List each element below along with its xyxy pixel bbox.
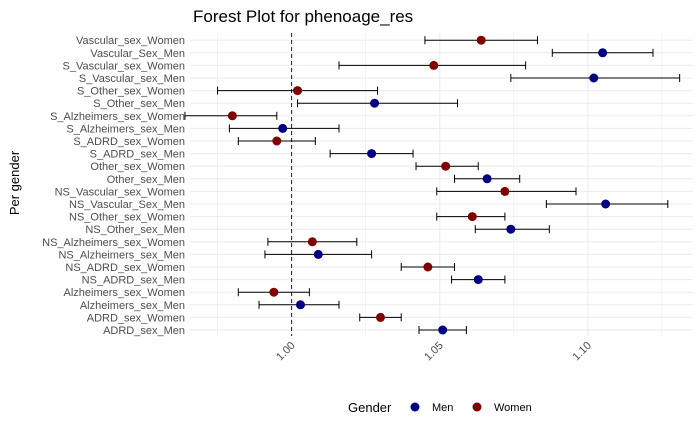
estimate-point xyxy=(272,136,282,146)
y-tick-label: S_Other_sex_Men xyxy=(93,98,185,110)
estimate-point xyxy=(441,161,451,171)
y-tick-label: ADRD_sex_Women xyxy=(87,312,185,324)
legend-women-marker xyxy=(472,402,482,412)
y-tick-label: S_Vascular_sex_Women xyxy=(63,60,186,72)
estimate-point xyxy=(269,287,279,297)
estimate-point xyxy=(598,48,608,58)
estimate-point xyxy=(370,98,380,108)
estimate-point xyxy=(295,300,305,310)
y-tick-label: S_ADRD_sex_Women xyxy=(73,136,185,148)
estimate-point xyxy=(367,149,377,159)
y-tick-label: NS_Alzheimers_sex_Men xyxy=(58,249,185,261)
y-tick-label: S_ADRD_sex_Men xyxy=(90,149,185,161)
x-axis-ticks: 1.00 1.05 1.10 xyxy=(274,340,594,364)
estimate-point xyxy=(473,275,483,285)
y-tick-label: S_Alzheimers_sex_Men xyxy=(66,123,185,135)
legend: Gender Men Women xyxy=(348,400,532,415)
legend-men-label: Men xyxy=(432,402,453,414)
y-tick-label: Other_sex_Women xyxy=(90,161,185,173)
estimate-point xyxy=(476,35,486,45)
estimate-point xyxy=(506,224,516,234)
estimate-point xyxy=(227,111,237,121)
estimate-point xyxy=(601,199,611,209)
estimate-point xyxy=(423,262,433,272)
x-tick-label: 1.10 xyxy=(570,340,594,364)
y-tick-label: Other_sex_Men xyxy=(107,174,185,186)
estimate-point xyxy=(500,186,510,196)
estimate-point xyxy=(482,174,492,184)
chart-title: Forest Plot for phenoage_res xyxy=(193,7,413,26)
y-tick-label: S_Vascular_sex_Men xyxy=(79,73,185,85)
y-axis-labels: Vascular_sex_WomenVascular_Sex_MenS_Vasc… xyxy=(42,35,185,337)
y-tick-label: ADRD_sex_Men xyxy=(103,325,185,337)
y-tick-label: S_Other_sex_Women xyxy=(77,86,185,98)
estimate-point xyxy=(313,249,323,259)
estimate-marks xyxy=(184,35,681,335)
y-axis-title: Per gender xyxy=(7,150,22,215)
legend-men-marker xyxy=(410,402,420,412)
estimate-point xyxy=(375,312,385,322)
x-tick-label: 1.05 xyxy=(422,340,446,364)
y-tick-label: Vascular_Sex_Men xyxy=(90,48,185,60)
y-tick-label: NS_Other_sex_Women xyxy=(69,212,185,224)
estimate-point xyxy=(278,123,288,133)
y-tick-label: NS_ADRD_sex_Men xyxy=(82,275,185,287)
y-tick-label: Vascular_sex_Women xyxy=(76,35,185,47)
estimate-point xyxy=(589,73,599,83)
estimate-point xyxy=(429,60,439,70)
y-tick-label: Alzheimers_sex_Men xyxy=(80,300,185,312)
y-tick-label: NS_Vascular_Sex_Men xyxy=(69,199,185,211)
y-tick-label: Alzheimers_sex_Women xyxy=(64,287,185,299)
x-tick-label: 1.00 xyxy=(274,340,298,364)
legend-title: Gender xyxy=(348,400,392,415)
y-tick-label: NS_Other_sex_Men xyxy=(85,224,185,236)
estimate-point xyxy=(293,86,303,96)
estimate-point xyxy=(438,325,448,335)
estimate-point xyxy=(467,212,477,222)
legend-women-label: Women xyxy=(494,402,532,414)
y-tick-label: NS_Alzheimers_sex_Women xyxy=(42,237,185,249)
y-tick-label: S_Alzheimers_sex_Women xyxy=(50,111,185,123)
y-tick-label: NS_Vascular_sex_Women xyxy=(55,186,185,198)
estimate-point xyxy=(307,237,317,247)
y-tick-label: NS_ADRD_sex_Women xyxy=(65,262,185,274)
